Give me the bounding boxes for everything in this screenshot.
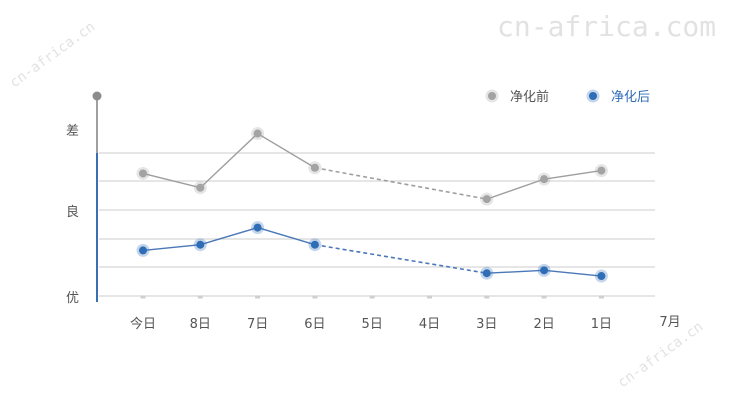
series-segment [257,226,316,246]
series-segment [543,169,602,180]
series-segment [486,178,545,200]
x-end-label: 7月 [659,315,680,330]
series-segment [486,269,545,274]
series-segment [257,132,316,169]
x-tick-label: 5日 [362,317,383,332]
data-point [253,129,262,138]
data-point [253,223,262,232]
data-point [310,163,319,172]
data-point [310,240,319,249]
y-axis: 优良差 [66,91,102,306]
x-ticks: 今日 8日 7日 6日 5日 4日 3日 2日 1日 7月 [130,295,681,332]
series [136,127,608,283]
x-tick-label: 今日 [130,316,156,332]
data-point [139,169,147,178]
x-tick-label: 4日 [419,317,440,332]
gridlines [99,152,655,297]
series-segment [544,269,602,277]
data-point [196,183,205,192]
series-segment [200,226,258,246]
legend-marker [488,92,496,100]
y-level-label: 差 [66,124,79,139]
series-segment [142,244,201,252]
data-point [139,246,147,255]
legend: 净化前 净化后 [485,89,650,105]
y-level-label: 优 [66,291,79,306]
legend-label: 净化前 [510,89,549,105]
series-segment [199,133,259,189]
series-dashed-segment [314,166,487,200]
watermark-text: cn-africa.com [497,10,716,43]
legend-label: 净化后 [611,90,650,105]
y-axis-cap [92,91,102,101]
x-tick-label: 3日 [476,317,497,332]
x-tick-label: 1日 [591,317,612,332]
series-segment [142,172,201,189]
x-tick-label: 7日 [247,317,268,332]
data-point [482,269,491,278]
data-point [540,175,549,184]
y-level-label: 良 [66,204,79,220]
legend-marker [589,92,597,100]
data-point [196,240,205,249]
x-tick-label: 2日 [533,317,554,332]
data-point [540,266,549,275]
x-tick-label: 6日 [304,317,325,332]
data-point [597,272,606,281]
series-dashed-segment [314,243,487,274]
x-tick-label: 8日 [190,317,211,332]
data-point [482,195,491,204]
watermark-text-rotated: cn-africa.cn [7,19,98,91]
data-point [597,166,606,175]
